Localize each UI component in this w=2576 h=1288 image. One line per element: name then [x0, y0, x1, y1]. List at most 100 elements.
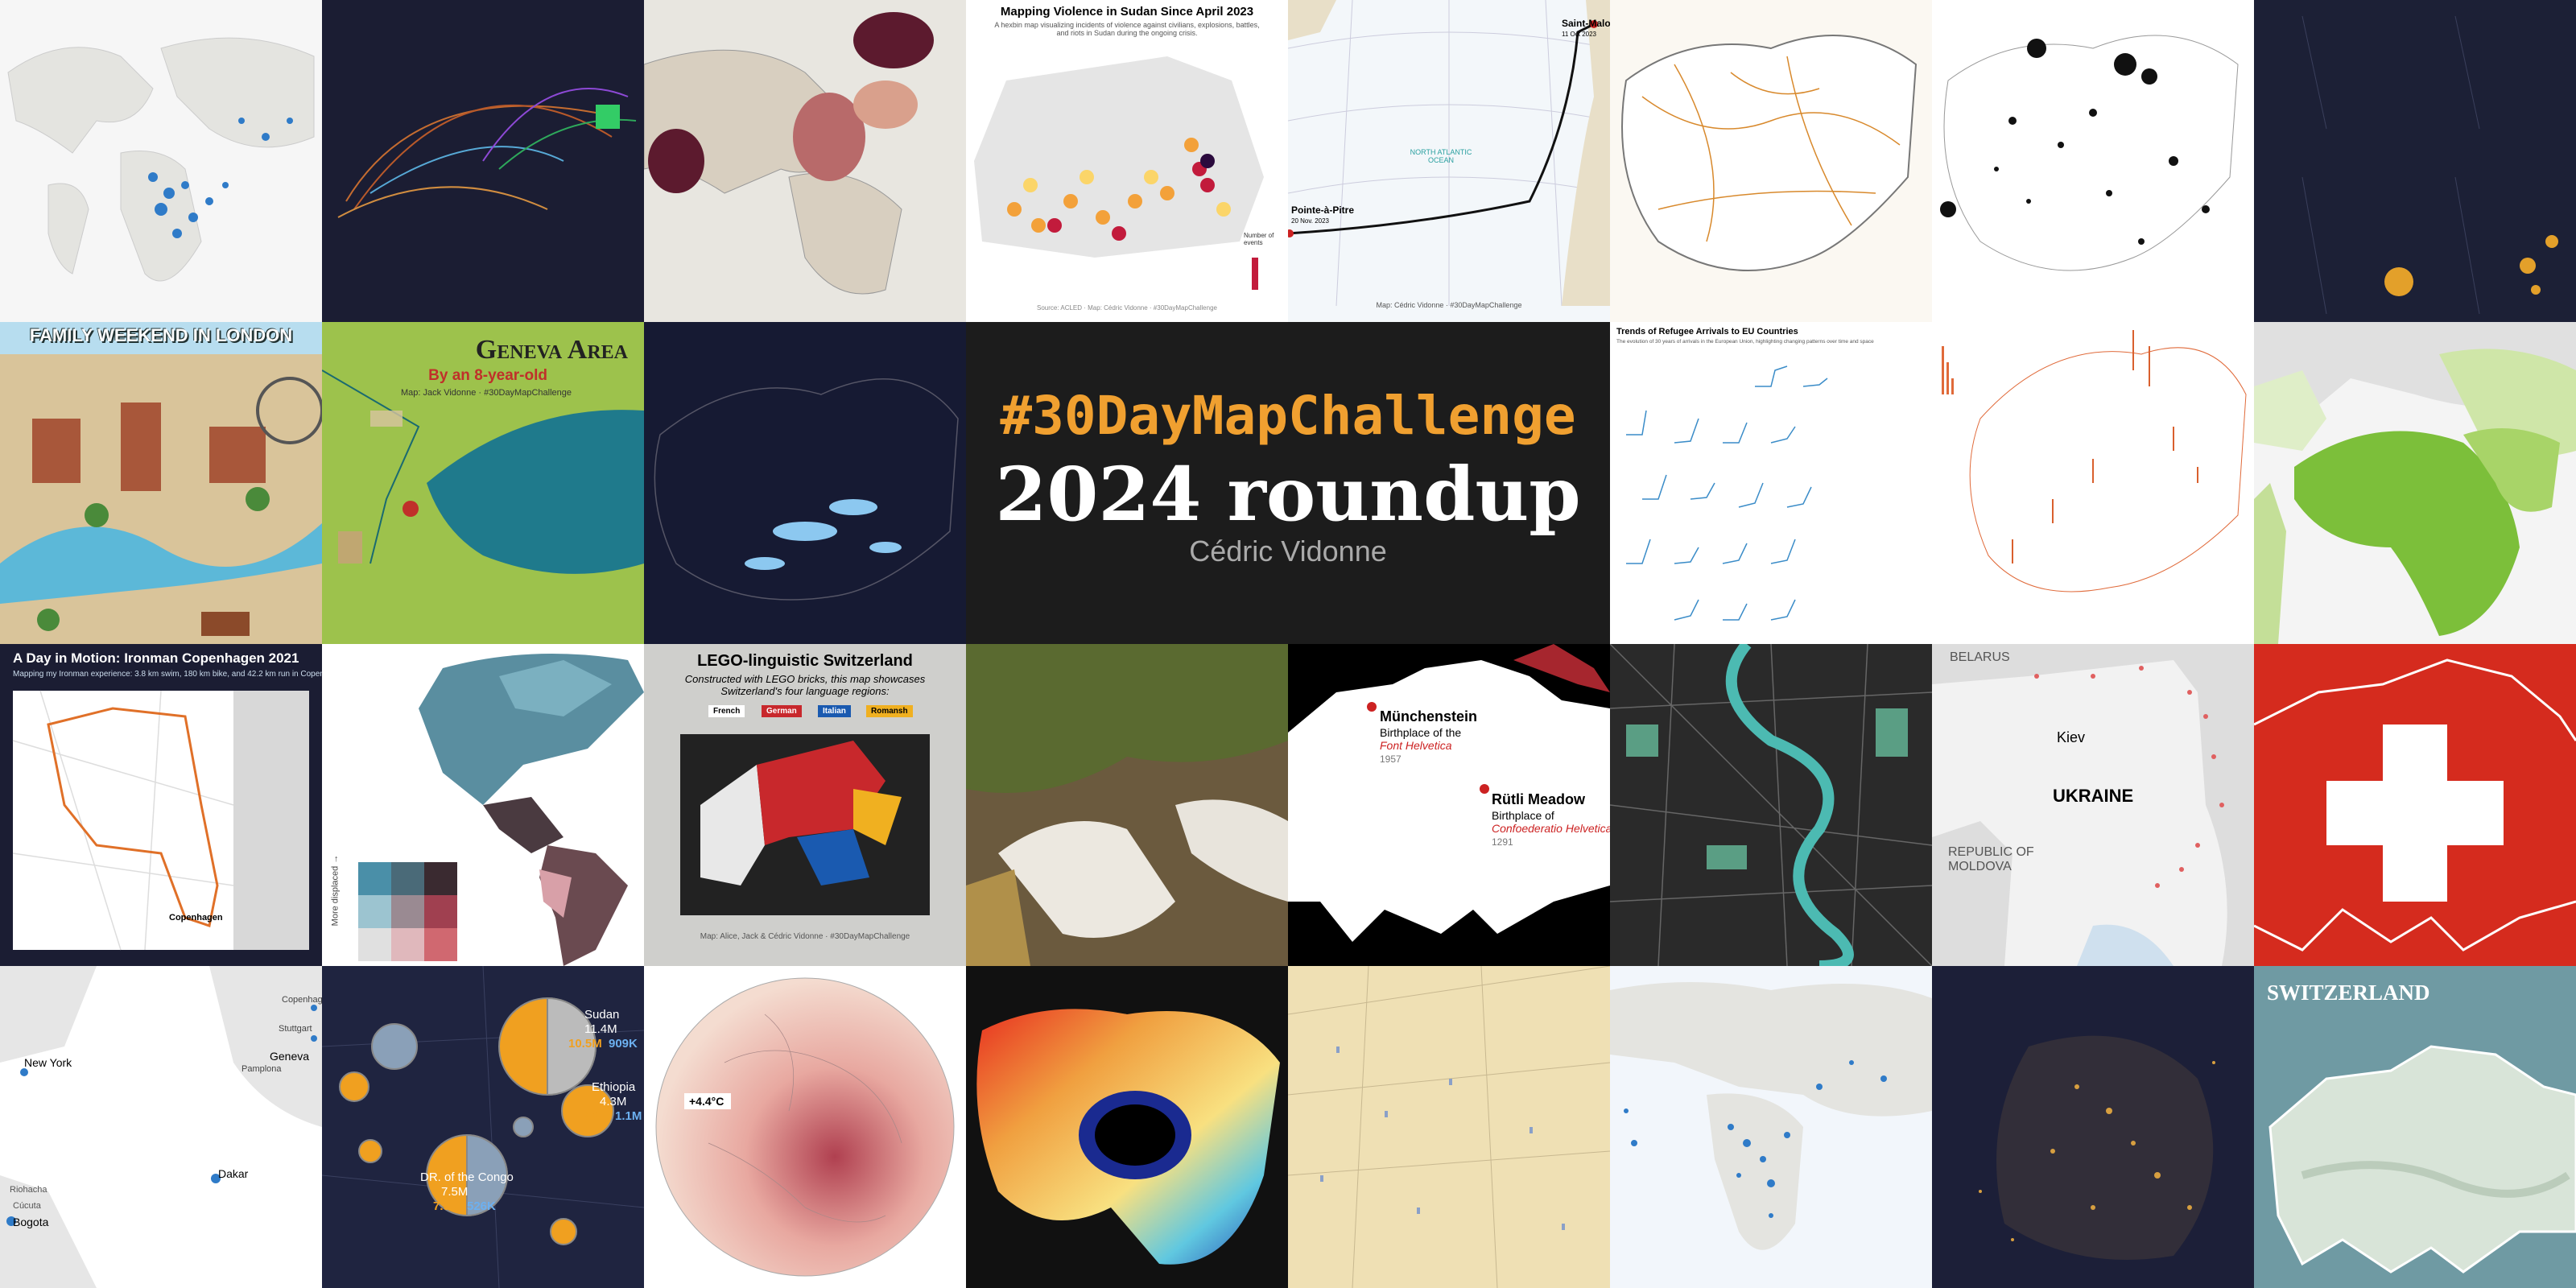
place-name: Font Helvetica [1380, 739, 1452, 752]
country-label: DR. of the Congo [420, 1170, 514, 1184]
city-label: New York [24, 1056, 72, 1069]
place-year: 1957 [1380, 753, 1402, 765]
subtitle: Mapping my Ironman experience: 3.8 km sw… [13, 670, 322, 679]
internal-label: 3.2M [581, 1109, 609, 1123]
lego-map [680, 734, 930, 915]
internal-label: 7.0M [433, 1199, 460, 1213]
map-tile: FAMILY WEEKEND IN LONDON [0, 322, 322, 644]
title: FAMILY WEEKEND IN LONDON [29, 325, 293, 345]
subtitle: By an 8-year-old [428, 367, 547, 384]
city-label: Bogota [13, 1216, 49, 1228]
rainbow-map [976, 1009, 1280, 1265]
legend-axis: More displaced → [330, 854, 341, 927]
external-label: 909K [609, 1037, 638, 1051]
map-tile: Trends of Refugee Arrivals to EU Countri… [1610, 322, 1932, 644]
main-title: 2024 roundup [995, 451, 1581, 538]
title: Geneva Area [475, 335, 628, 365]
parcel-map [1288, 966, 1610, 1288]
city-label: Geneva [270, 1050, 310, 1063]
place-description: Birthplace of the [1380, 726, 1462, 739]
map-tile [1610, 966, 1932, 1288]
proportional-symbol-map [322, 966, 644, 1288]
place-description: Birthplace of [1492, 809, 1554, 822]
small-multiples [2301, 15, 2558, 315]
map-tile: Mapping Violence in Sudan Since April 20… [966, 0, 1288, 322]
total-label: 4.3M [600, 1095, 627, 1108]
subtitle: A hexbin map visualizing incidents of vi… [994, 21, 1260, 37]
map-tile: SWITZERLAND [2254, 966, 2576, 1288]
language-badge: German [762, 705, 802, 717]
map-tile [322, 0, 644, 322]
place-label: Rütli Meadow [1492, 791, 1585, 807]
map-tile [966, 966, 1288, 1288]
map-tile: BELARUS Kiev UKRAINE REPUBLIC OF MOLDOVA [1932, 644, 2254, 966]
country-label: BELARUS [1950, 650, 2010, 664]
end-label: Pointe-à-Pitre [1291, 204, 1355, 216]
glacier-map [654, 378, 959, 601]
world-map [7, 37, 315, 282]
credit: Map: Jack Vidonne · #30DayMapChallenge [401, 388, 572, 398]
small-multiples [1626, 365, 1828, 621]
country-label: Ethiopia [592, 1080, 636, 1094]
title: LEGO-linguistic Switzerland [697, 652, 913, 670]
map-tile [1932, 0, 2254, 322]
map-tile [1932, 322, 2254, 644]
source: Source: ACLED · Map: Cédric Vidonne · #3… [1037, 304, 1217, 312]
value-label: +4.4°C [689, 1095, 724, 1108]
bivariate-map [358, 654, 644, 966]
flag-map [2254, 658, 2576, 952]
city-label: Copenhagen [282, 995, 322, 1005]
lights-map [1979, 1035, 2215, 1260]
outline-map [1288, 644, 1610, 942]
map-tile [644, 0, 966, 322]
map-tile: +4.4°C [644, 966, 966, 1288]
place-label: Münchenstein [1380, 708, 1478, 724]
start-label: Saint-Malo [1562, 18, 1610, 29]
place-name: Confoederatio Helvetica [1492, 822, 1610, 835]
city-map [0, 966, 322, 1288]
map-tile: Geneva Area By an 8-year-old Map: Jack V… [322, 322, 644, 644]
city-label: Pamplona [242, 1064, 282, 1074]
country-label: Sudan [584, 1008, 620, 1022]
globe-map [655, 977, 955, 1277]
map-tile [1610, 0, 1932, 322]
credit: Map: Alice, Jack & Cédric Vidonne · #30D… [700, 932, 910, 941]
blob-map [644, 12, 934, 295]
map-tile: Sudan 11.4M 10.5M 909K Ethiopia 4.3M 3.2… [322, 966, 644, 1288]
internal-label: 10.5M [568, 1037, 602, 1051]
total-label: 7.5M [441, 1185, 469, 1199]
city-label: Cúcuta [13, 1201, 41, 1211]
map-tile: Saint-Malo 11 Oct 2023 Pointe-à-Pitre 20… [1288, 0, 1610, 322]
map-tile [1288, 966, 1610, 1288]
relief-map [2268, 1045, 2576, 1274]
city-label: Dakar [218, 1167, 249, 1180]
language-badge: Italian [818, 705, 851, 717]
map-tile [2254, 322, 2576, 644]
map-tile [966, 644, 1288, 966]
city-label: Kiev [2057, 729, 2086, 745]
route-map [1288, 0, 1610, 307]
title: A Day in Motion: Ironman Copenhagen 2021 [13, 650, 299, 666]
map-tile: A Day in Motion: Ironman Copenhagen 2021… [0, 644, 322, 966]
start-date: 11 Oct 2023 [1562, 31, 1596, 38]
external-label: 1.1M [615, 1109, 642, 1123]
author: Cédric Vidonne [1189, 535, 1387, 568]
end-date: 20 Nov. 2023 [1291, 217, 1329, 225]
route-map [12, 690, 309, 951]
map-tile [1610, 644, 1932, 966]
map-tile: More displaced → [322, 644, 644, 966]
country-map [1932, 644, 2254, 966]
legend-title: Number of events [1244, 232, 1274, 246]
map-tile: LEGO-linguistic Switzerland Constructed … [644, 644, 966, 966]
ocean-label: NORTH ATLANTIC OCEAN [1410, 148, 1472, 164]
external-label: 526K [467, 1199, 496, 1213]
relief-map [966, 644, 1288, 966]
hexbin-map [974, 56, 1264, 290]
river-map [1621, 35, 1918, 271]
map-tile: New York Dakar Riohacha Cúcuta Bogota Co… [0, 966, 322, 1288]
map-tile [644, 322, 966, 644]
dot-map [1940, 35, 2239, 271]
map-tile: Münchenstein Birthplace of the Font Helv… [1288, 644, 1610, 966]
credit: Map: Cédric Vidonne · #30DayMapChallenge [1376, 301, 1522, 309]
